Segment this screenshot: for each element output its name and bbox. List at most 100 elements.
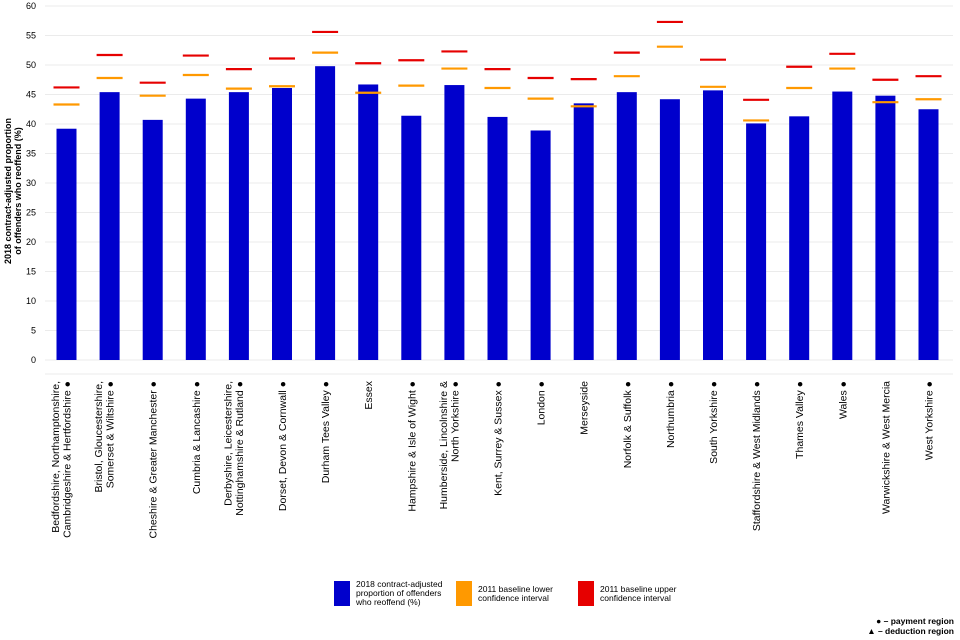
- category-label: Thames Valley ●: [794, 381, 806, 459]
- legend-label-line: confidence interval: [600, 592, 671, 603]
- category-label: Humberside, Lincolnshire &North Yorkshir…: [438, 381, 462, 509]
- bar: [228, 92, 249, 360]
- category-label-line: Nottinghamshire & Rutland ●: [234, 381, 246, 516]
- category-label-line: Humberside, Lincolnshire &: [438, 381, 450, 509]
- bar: [358, 84, 379, 360]
- category-label-line: West Yorkshire ●: [924, 381, 936, 460]
- category-label: Dorset, Devon & Cornwall ●: [277, 381, 289, 511]
- category-label-line: Kent, Surrey & Sussex ●: [493, 381, 505, 496]
- category-label-line: Merseyside: [579, 381, 591, 435]
- category-label-line: Staffordshire & West Midlands ●: [751, 381, 763, 531]
- legend-item-lower: 2011 baseline lower confidence interval: [456, 580, 570, 607]
- category-label: Kent, Surrey & Sussex ●: [493, 381, 505, 496]
- category-label: Essex: [363, 380, 375, 409]
- y-tick-label: 50: [26, 60, 36, 70]
- category-label: London ●: [536, 381, 548, 425]
- region-key: ● – payment region ▲ – deduction region: [867, 616, 954, 636]
- category-label-line: Norfolk & Suffolk ●: [622, 381, 634, 468]
- bar: [444, 85, 465, 360]
- bar: [185, 98, 206, 360]
- legend-label-line: who reoffend (%): [356, 597, 421, 607]
- y-axis-title: 2018 contract-adjusted proportionof offe…: [3, 118, 23, 264]
- category-label-line: Hampshire & Isle of Wight ●: [406, 381, 418, 512]
- legend-label-line: 2018 contract-adjusted: [356, 579, 443, 589]
- y-tick-label: 15: [26, 267, 36, 277]
- category-label-line: Wales ●: [837, 381, 849, 419]
- category-label: Cumbria & Lancashire ●: [191, 381, 203, 494]
- category-label: Cheshire & Greater Manchester ●: [148, 381, 160, 539]
- category-label: South Yorkshire ●: [708, 381, 720, 464]
- category-label-line: Somerset & Wiltshire ●: [105, 381, 117, 488]
- bar: [401, 115, 422, 361]
- bar: [789, 116, 810, 360]
- category-label: Wales ●: [837, 381, 849, 419]
- category-label-line: Thames Valley ●: [794, 381, 806, 459]
- legend: 2018 contract-adjusted proportion of off…: [334, 580, 692, 607]
- y-tick-label: 45: [26, 90, 36, 100]
- bar: [272, 88, 292, 360]
- bar: [487, 116, 508, 360]
- category-label-line: Warwickshire & West Mercia: [880, 381, 892, 514]
- category-label: Staffordshire & West Midlands ●: [751, 381, 763, 531]
- category-label-line: Northumbria ●: [665, 381, 677, 448]
- y-tick-label: 35: [26, 149, 36, 159]
- payment-region-note: ● – payment region: [876, 616, 954, 626]
- bar: [530, 130, 551, 360]
- y-tick-label: 40: [26, 119, 36, 129]
- bar: [659, 99, 680, 360]
- legend-label-line: 2011 baseline upper: [600, 583, 677, 594]
- category-label: Hampshire & Isle of Wight ●: [406, 381, 418, 512]
- y-tick-label: 10: [26, 296, 36, 306]
- category-label-line: Essex: [363, 380, 375, 409]
- category-label: Bristol, Gloucestershire,Somerset & Wilt…: [93, 381, 117, 492]
- category-label: Durham Tees Valley ●: [320, 381, 332, 483]
- bar: [832, 91, 853, 361]
- category-label: West Yorkshire ●: [924, 381, 936, 460]
- legend-label-line: proportion of offenders: [356, 588, 442, 598]
- category-label-line: Bristol, Gloucestershire,: [93, 381, 105, 492]
- legend-item-bar: 2018 contract-adjusted proportion of off…: [334, 580, 448, 607]
- y-tick-label: 30: [26, 178, 36, 188]
- legend-label-bar: 2018 contract-adjusted proportion of off…: [356, 580, 448, 607]
- y-tick-label: 55: [26, 31, 36, 41]
- category-label-line: South Yorkshire ●: [708, 381, 720, 464]
- category-label-line: Derbyshire, Leicestershire,: [222, 381, 234, 506]
- legend-swatch-upper: [578, 581, 594, 606]
- category-label-line: North Yorkshire ●: [449, 381, 461, 462]
- bar: [99, 92, 120, 360]
- category-label: Northumbria ●: [665, 381, 677, 448]
- category-label-line: Cheshire & Greater Manchester ●: [148, 381, 160, 539]
- y-tick-label: 20: [26, 237, 36, 247]
- category-label-line: Cumbria & Lancashire ●: [191, 381, 203, 494]
- legend-label-line: 2011 baseline lower: [478, 583, 553, 594]
- bar: [703, 90, 723, 361]
- category-label: Merseyside: [579, 381, 591, 435]
- y-axis-title-line: of offenders who reoffend (%): [13, 127, 23, 255]
- category-label-line: Cambridgeshire & Hertfordshire ●: [62, 381, 74, 538]
- deduction-region-note: ▲ – deduction region: [867, 626, 954, 636]
- category-label: Warwickshire & West Mercia: [880, 381, 892, 514]
- bar: [746, 123, 767, 360]
- category-label-line: Bedfordshire, Northamptonshire,: [50, 381, 62, 533]
- category-label: Bedfordshire, Northamptonshire,Cambridge…: [50, 381, 74, 538]
- bar: [573, 103, 594, 360]
- bar: [616, 92, 637, 360]
- bar: [918, 109, 939, 360]
- y-tick-label: 0: [31, 355, 36, 365]
- legend-swatch-bar: [334, 581, 350, 606]
- legend-item-upper: 2011 baseline upper confidence interval: [578, 580, 692, 607]
- bar: [142, 119, 163, 361]
- y-tick-label: 60: [26, 1, 36, 11]
- legend-swatch-lower: [456, 581, 472, 606]
- category-label: Derbyshire, Leicestershire,Nottinghamshi…: [222, 381, 246, 516]
- legend-label-upper: 2011 baseline upper confidence interval: [600, 583, 692, 603]
- bar: [56, 128, 77, 360]
- bar: [875, 95, 896, 361]
- y-tick-label: 5: [31, 326, 36, 336]
- legend-label-lower: 2011 baseline lower confidence interval: [478, 583, 570, 603]
- bar: [315, 66, 336, 361]
- y-tick-label: 25: [26, 208, 36, 218]
- category-label-line: London ●: [536, 381, 548, 425]
- category-label: Norfolk & Suffolk ●: [622, 381, 634, 468]
